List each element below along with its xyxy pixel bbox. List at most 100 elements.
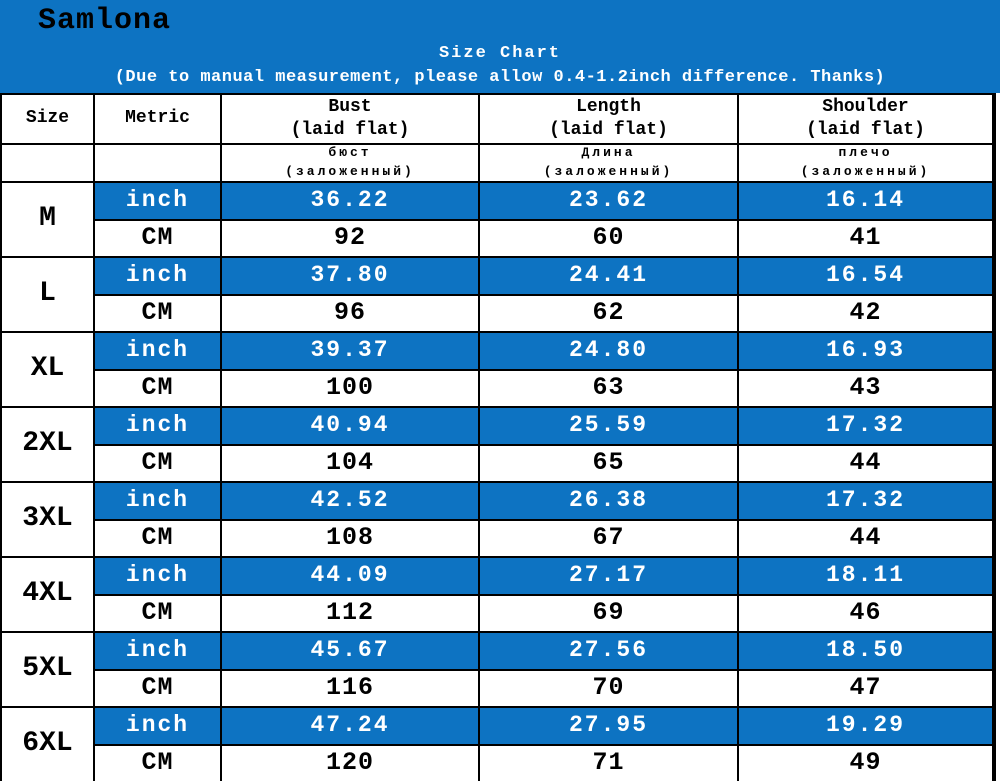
inch-value-cell: 40.94 xyxy=(222,408,478,444)
column-header-length-sublabel: (laid flat) xyxy=(549,120,668,140)
column-header-metric: Metric xyxy=(95,95,220,143)
inch-value-cell: 47.24 xyxy=(222,708,478,744)
shoulder-ru-label: плечо xyxy=(838,145,893,161)
inch-value-cell: 17.32 xyxy=(739,483,992,519)
unit-cm-cell: CM xyxy=(95,370,220,406)
cm-value-cell: 44 xyxy=(739,520,992,556)
inch-value-cell: 16.93 xyxy=(739,333,992,369)
cm-value-cell: 65 xyxy=(480,445,737,481)
size-cell: 3XL xyxy=(2,483,93,556)
unit-inch-cell: inch xyxy=(95,408,220,444)
cm-value-cell: 60 xyxy=(480,220,737,256)
inch-value-cell: 45.67 xyxy=(222,633,478,669)
inch-value-cell: 42.52 xyxy=(222,483,478,519)
column-header-bust-label: Bust xyxy=(328,96,372,117)
inch-value-cell: 37.80 xyxy=(222,258,478,294)
cm-value-cell: 41 xyxy=(739,220,992,256)
inch-value-cell: 24.41 xyxy=(480,258,737,294)
cm-value-cell: 120 xyxy=(222,745,478,781)
cm-value-cell: 42 xyxy=(739,295,992,331)
bust-ru-label: бюст xyxy=(328,145,372,161)
column-subheader-length-ru: Длина (заложенный) xyxy=(480,145,737,181)
cm-value-cell: 43 xyxy=(739,370,992,406)
inch-value-cell: 18.11 xyxy=(739,558,992,594)
cm-value-cell: 92 xyxy=(222,220,478,256)
cm-value-cell: 62 xyxy=(480,295,737,331)
column-header-size-label: Size xyxy=(25,108,70,129)
unit-inch-cell: inch xyxy=(95,333,220,369)
cm-value-cell: 47 xyxy=(739,670,992,706)
column-header-shoulder-sublabel: (laid flat) xyxy=(806,120,925,140)
cm-value-cell: 116 xyxy=(222,670,478,706)
size-cell: 2XL xyxy=(2,408,93,481)
unit-inch-cell: inch xyxy=(95,183,220,219)
unit-cm-cell: CM xyxy=(95,220,220,256)
column-header-shoulder: Shoulder (laid flat) xyxy=(739,95,992,143)
column-header-size: Size xyxy=(2,95,93,143)
inch-value-cell: 19.29 xyxy=(739,708,992,744)
size-cell: 4XL xyxy=(2,558,93,631)
banner: Samlona Size Chart (Due to manual measur… xyxy=(0,0,1000,93)
inch-value-cell: 27.56 xyxy=(480,633,737,669)
size-cell: 6XL xyxy=(2,708,93,781)
inch-value-cell: 26.38 xyxy=(480,483,737,519)
unit-cm-cell: CM xyxy=(95,445,220,481)
unit-inch-cell: inch xyxy=(95,708,220,744)
shoulder-ru-sublabel: (заложенный) xyxy=(800,164,931,179)
size-cell: XL xyxy=(2,333,93,406)
column-header-shoulder-label: Shoulder xyxy=(822,96,909,117)
cm-value-cell: 67 xyxy=(480,520,737,556)
inch-value-cell: 39.37 xyxy=(222,333,478,369)
size-cell: 5XL xyxy=(2,633,93,706)
inch-value-cell: 27.17 xyxy=(480,558,737,594)
cm-value-cell: 112 xyxy=(222,595,478,631)
page-title: Size Chart xyxy=(438,44,562,63)
inch-value-cell: 17.32 xyxy=(739,408,992,444)
cm-value-cell: 108 xyxy=(222,520,478,556)
size-cell: L xyxy=(2,258,93,331)
brand-logo-text: Samlona xyxy=(38,4,172,38)
inch-value-cell: 18.50 xyxy=(739,633,992,669)
inch-value-cell: 25.59 xyxy=(480,408,737,444)
column-header-length-label: Length xyxy=(576,96,641,117)
empty-header-cell-size xyxy=(2,145,93,181)
measurement-disclaimer: (Due to manual measurement, please allow… xyxy=(114,68,886,87)
column-header-metric-label: Metric xyxy=(125,108,190,129)
unit-cm-cell: CM xyxy=(95,295,220,331)
inch-value-cell: 16.14 xyxy=(739,183,992,219)
unit-inch-cell: inch xyxy=(95,558,220,594)
cm-value-cell: 100 xyxy=(222,370,478,406)
unit-inch-cell: inch xyxy=(95,258,220,294)
unit-cm-cell: CM xyxy=(95,670,220,706)
unit-inch-cell: inch xyxy=(95,633,220,669)
unit-cm-cell: CM xyxy=(95,745,220,781)
cm-value-cell: 71 xyxy=(480,745,737,781)
inch-value-cell: 16.54 xyxy=(739,258,992,294)
unit-cm-cell: CM xyxy=(95,595,220,631)
cm-value-cell: 70 xyxy=(480,670,737,706)
cm-value-cell: 63 xyxy=(480,370,737,406)
empty-header-cell-metric xyxy=(95,145,220,181)
inch-value-cell: 24.80 xyxy=(480,333,737,369)
inch-value-cell: 27.95 xyxy=(480,708,737,744)
unit-cm-cell: CM xyxy=(95,520,220,556)
cm-value-cell: 46 xyxy=(739,595,992,631)
size-chart-table: Size Metric Bust (laid flat) Length (lai… xyxy=(0,93,996,781)
inch-value-cell: 23.62 xyxy=(480,183,737,219)
cm-value-cell: 44 xyxy=(739,445,992,481)
unit-inch-cell: inch xyxy=(95,483,220,519)
length-ru-sublabel: (заложенный) xyxy=(543,164,674,179)
column-subheader-bust-ru: бюст (заложенный) xyxy=(222,145,478,181)
column-subheader-shoulder-ru: плечо (заложенный) xyxy=(739,145,992,181)
cm-value-cell: 69 xyxy=(480,595,737,631)
column-header-length: Length (laid flat) xyxy=(480,95,737,143)
cm-value-cell: 96 xyxy=(222,295,478,331)
cm-value-cell: 49 xyxy=(739,745,992,781)
length-ru-label: Длина xyxy=(581,145,636,161)
size-cell: M xyxy=(2,183,93,256)
cm-value-cell: 104 xyxy=(222,445,478,481)
bust-ru-sublabel: (заложенный) xyxy=(285,164,415,179)
column-header-bust-sublabel: (laid flat) xyxy=(290,120,410,140)
inch-value-cell: 44.09 xyxy=(222,558,478,594)
inch-value-cell: 36.22 xyxy=(222,183,478,219)
